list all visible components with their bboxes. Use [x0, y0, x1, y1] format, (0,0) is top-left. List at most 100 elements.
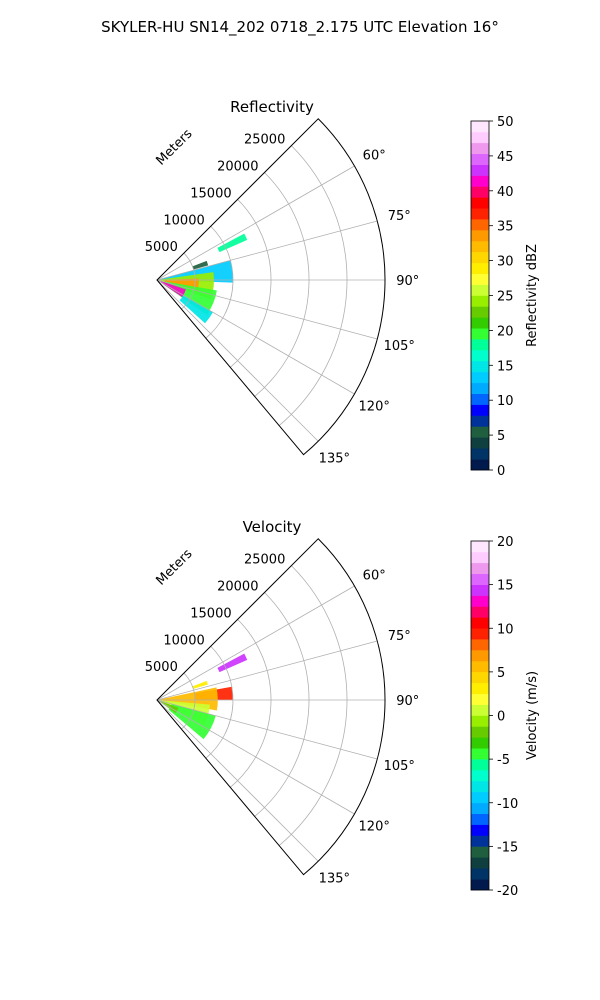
- velocity-colorbar-swatch: [471, 551, 489, 564]
- reflectivity-colorbar-swatch: [471, 186, 489, 198]
- velocity-colorbar-swatch: [471, 726, 489, 738]
- velocity-radial-4: [156, 699, 355, 815]
- reflectivity-colorbar-swatch: [471, 371, 489, 384]
- velocity-colorbar-swatch: [471, 879, 489, 891]
- reflectivity-colorbar-swatch: [471, 208, 489, 220]
- reflectivity-range-ring-2: [230, 199, 272, 368]
- velocity-colorbar-tick-label: -20: [497, 884, 518, 899]
- velocity-colorbar: -20 -15 -10 -5 0 5 10 15 20 Velocity (m/s): [470, 535, 540, 899]
- reflectivity-echoes: [160, 233, 248, 324]
- velocity-colorbar-tick-label: 15: [497, 579, 514, 594]
- velocity-colorbar-swatch: [471, 791, 489, 804]
- reflectivity-colorbar-tick-label: 45: [497, 150, 514, 165]
- velocity-range-tick-label: 20000: [217, 580, 258, 595]
- reflectivity-colorbar-swatch: [471, 459, 489, 471]
- velocity-range-tick-label: 25000: [244, 553, 285, 568]
- reflectivity-radial-4: [156, 279, 355, 395]
- reflectivity-azimuth-tick-label: 105°: [384, 339, 415, 354]
- velocity-colorbar-swatch: [471, 868, 489, 880]
- reflectivity-colorbar-swatch: [471, 350, 489, 362]
- reflectivity-radial-1: [156, 220, 378, 281]
- velocity-colorbar-swatch: [471, 704, 489, 716]
- velocity-range-ring-3: [254, 592, 310, 817]
- velocity-colorbar-swatch: [471, 780, 489, 793]
- velocity-colorbar-tick-label: 5: [497, 666, 505, 681]
- reflectivity-radial-0: [156, 165, 355, 281]
- reflectivity-colorbar-swatch: [471, 153, 489, 165]
- velocity-radial-1: [156, 640, 378, 701]
- reflectivity-colorbar-tick-label: 35: [497, 220, 514, 235]
- reflectivity-sector-outline: [156, 118, 386, 456]
- velocity-colorbar-swatch: [471, 541, 489, 553]
- reflectivity-colorbar-swatch: [471, 448, 489, 460]
- reflectivity-colorbar-swatch: [471, 382, 489, 394]
- reflectivity-colorbar-swatch: [471, 404, 489, 416]
- reflectivity-range-tick-label: 15000: [190, 186, 231, 201]
- reflectivity-colorbar-swatch: [471, 306, 489, 318]
- velocity-range-ring-2: [230, 619, 272, 788]
- reflectivity-range-ring-3: [254, 172, 310, 397]
- velocity-colorbar-swatch: [471, 715, 489, 727]
- velocity-colorbar-swatch: [471, 628, 489, 640]
- reflectivity-colorbar-tick-label: 15: [497, 359, 514, 374]
- velocity-colorbar-swatch: [471, 573, 489, 585]
- reflectivity-range-tick-label: 5000: [145, 240, 178, 255]
- reflectivity-radial-5: [156, 279, 319, 442]
- reflectivity-colorbar-swatch: [471, 360, 489, 373]
- velocity-range-axis-label: Meters: [154, 546, 196, 588]
- velocity-colorbar-swatch: [471, 650, 489, 662]
- reflectivity-colorbar-swatch: [471, 121, 489, 133]
- reflectivity-range-ring-0: [181, 252, 196, 310]
- reflectivity-echo-region-1: [192, 260, 209, 270]
- velocity-colorbar-tick-label: 20: [497, 535, 514, 550]
- velocity-range-tick-label: 15000: [190, 606, 231, 621]
- reflectivity-colorbar-swatch: [471, 328, 489, 340]
- velocity-colorbar-swatch: [471, 693, 489, 705]
- velocity-colorbar-swatch: [471, 824, 489, 836]
- reflectivity-colorbar-swatch: [471, 219, 489, 231]
- velocity-range-ring-1: [205, 645, 234, 759]
- velocity-echo-region-1: [192, 680, 208, 689]
- reflectivity-range-tick-label: 20000: [217, 160, 258, 175]
- velocity-colorbar-swatch: [471, 835, 489, 847]
- reflectivity-colorbar-tick-label: 25: [497, 290, 514, 305]
- velocity-range-ring-4: [278, 565, 348, 846]
- velocity-range-tick-label: 5000: [145, 660, 178, 675]
- velocity-colorbar-swatch: [471, 584, 489, 596]
- velocity-colorbar-swatch: [471, 562, 489, 575]
- velocity-azimuth-tick-label: 105°: [384, 759, 415, 774]
- reflectivity-colorbar-swatch: [471, 437, 489, 449]
- reflectivity-range-tick-label: 10000: [163, 213, 204, 228]
- reflectivity-colorbar-tick-label: 30: [497, 255, 514, 270]
- reflectivity-colorbar-label: Reflectivity dBZ: [525, 244, 540, 347]
- velocity-azimuth-tick-label: 135°: [319, 871, 350, 886]
- reflectivity-colorbar-swatch: [471, 197, 489, 209]
- reflectivity-colorbar-swatch: [471, 240, 489, 253]
- velocity-colorbar-swatch: [471, 802, 489, 814]
- velocity-colorbar-swatch: [471, 617, 489, 629]
- reflectivity-azimuth-tick-label: 90°: [396, 274, 419, 289]
- velocity-title: Velocity: [243, 518, 302, 536]
- reflectivity-title: Reflectivity: [230, 98, 314, 116]
- velocity-colorbar-tick-label: -5: [497, 753, 510, 768]
- velocity-azimuth-tick-label: 90°: [396, 694, 419, 709]
- reflectivity-colorbar-swatch: [471, 295, 489, 307]
- reflectivity-colorbar-tick-label: 10: [497, 394, 514, 409]
- reflectivity-colorbar-swatch: [471, 175, 489, 187]
- velocity-sector-outline: [156, 538, 386, 876]
- velocity-colorbar-swatch: [471, 606, 489, 618]
- reflectivity-range-ring-1: [205, 225, 234, 339]
- velocity-grid: [156, 565, 385, 862]
- velocity-panel: Velocity 60° 75° 90° 105° 120° 135° 5000 10000 15…: [145, 518, 540, 899]
- velocity-colorbar-swatch: [471, 671, 489, 684]
- reflectivity-colorbar-swatch: [471, 230, 489, 242]
- velocity-colorbar-swatch: [471, 682, 489, 694]
- reflectivity-azimuth-tick-label: 120°: [359, 399, 390, 414]
- velocity-colorbar-swatch: [471, 857, 489, 869]
- velocity-colorbar-swatch: [471, 639, 489, 651]
- velocity-radial-3: [156, 699, 378, 760]
- velocity-colorbar-tick-label: 10: [497, 622, 514, 637]
- reflectivity-colorbar: 0 5 10 15 20 25 30 35 40 45 50 Reflectivity dBZ: [470, 115, 540, 479]
- velocity-colorbar-label: Velocity (m/s): [525, 671, 540, 760]
